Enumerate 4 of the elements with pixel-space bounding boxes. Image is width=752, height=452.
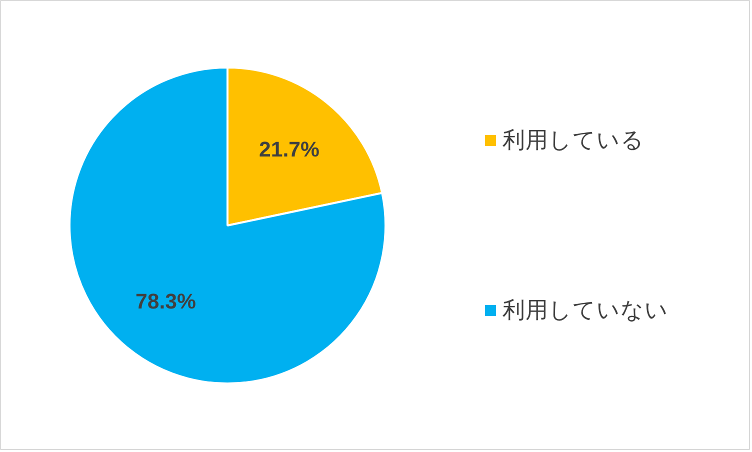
legend-label: 利用していない — [502, 298, 668, 324]
data-label: 78.3% — [136, 290, 196, 314]
data-label: 21.7% — [258, 137, 320, 162]
legend-label: 利用している — [502, 128, 644, 154]
